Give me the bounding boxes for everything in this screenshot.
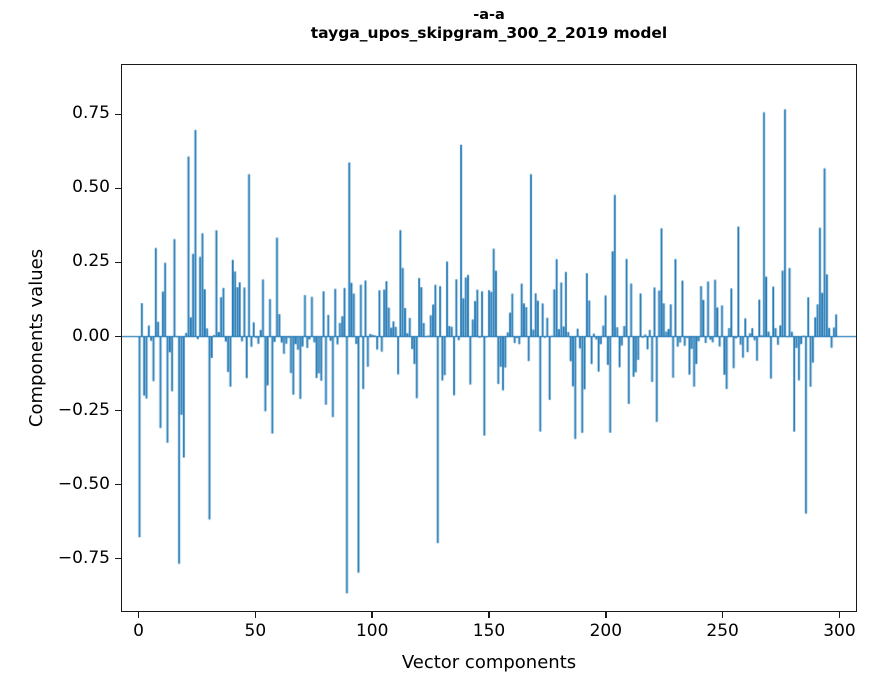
y-tick-label: 0.75 [72, 103, 110, 124]
x-axis-label: Vector components [401, 652, 577, 673]
y-tick-label: 0.00 [72, 325, 110, 346]
y-axis-ticks: 0.75 0.50 0.25 0.00 −0.25 −0.50 −0.75 [0, 64, 121, 612]
x-tick-label: 0 [133, 621, 144, 641]
x-tick-label: 250 [706, 621, 739, 641]
x-tick-mark [254, 612, 257, 618]
x-tick-label: 150 [472, 621, 506, 641]
x-tick-mark [137, 612, 140, 618]
chart-title-line1: -a-a [473, 7, 505, 23]
x-tick-mark [488, 612, 490, 618]
x-tick-label: 50 [244, 621, 267, 641]
bar-series-canvas [122, 65, 856, 611]
x-axis-ticks: 0 50 100 150 200 250 300 [121, 612, 857, 652]
x-tick-mark [838, 612, 841, 618]
x-tick-label: 100 [355, 621, 389, 641]
y-tick-mark [115, 557, 121, 560]
x-tick-label: 200 [589, 621, 623, 641]
x-tick-label: 300 [823, 621, 856, 641]
plot-area [121, 64, 857, 612]
y-tick-mark [115, 187, 121, 190]
chart-title-line2: tayga_upos_skipgram_300_2_2019 model [310, 24, 668, 43]
y-tick-label: −0.25 [57, 399, 110, 420]
y-axis-label: Components values [26, 248, 47, 428]
y-tick-label: −0.50 [57, 473, 110, 494]
y-tick-mark [115, 113, 121, 116]
y-tick-label: 0.25 [72, 251, 110, 272]
y-tick-mark [115, 409, 121, 412]
chart-title: -a-a tayga_upos_skipgram_300_2_2019 mode… [121, 6, 857, 44]
y-tick-mark [115, 261, 121, 264]
x-tick-mark [721, 612, 724, 618]
y-tick-mark [115, 335, 121, 338]
y-tick-mark [115, 483, 121, 486]
y-tick-label: −0.75 [57, 547, 110, 568]
x-tick-mark [371, 612, 373, 618]
y-tick-label: 0.50 [72, 177, 110, 198]
x-tick-mark [605, 612, 607, 618]
